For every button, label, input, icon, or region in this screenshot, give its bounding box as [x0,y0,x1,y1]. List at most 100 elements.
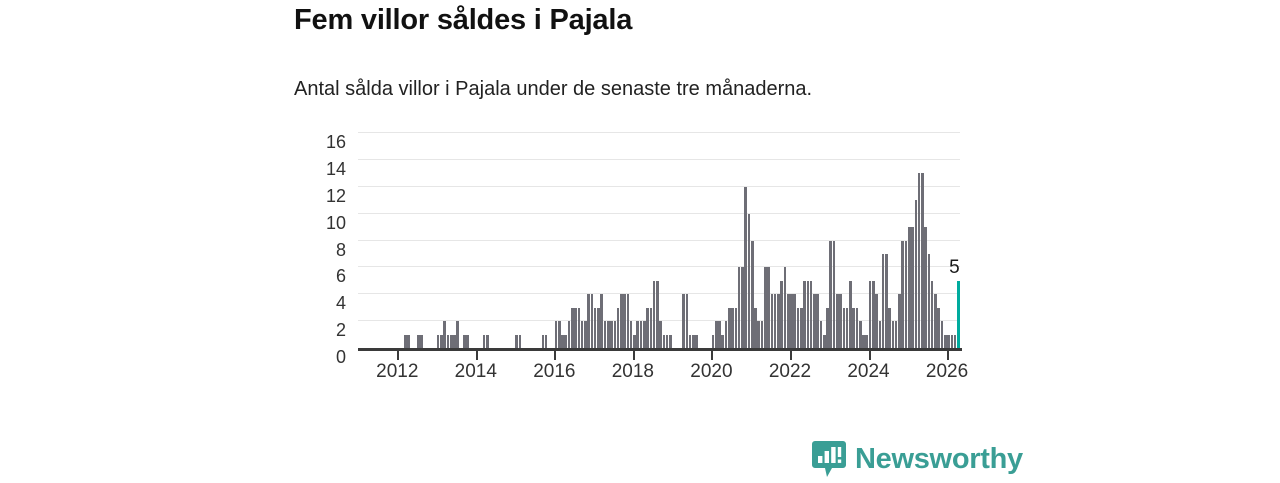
bar[interactable] [803,280,806,348]
bar[interactable] [456,321,460,348]
bar[interactable] [685,294,689,348]
bar[interactable] [682,294,685,348]
bar[interactable] [567,321,571,348]
bar[interactable] [711,334,715,348]
bar[interactable] [485,334,489,348]
bar[interactable] [871,280,875,348]
bar[interactable] [855,307,859,348]
bar[interactable] [718,321,721,348]
bar[interactable] [862,334,865,348]
bar[interactable] [616,307,620,348]
bar[interactable] [865,334,869,348]
bar[interactable] [741,267,744,348]
bar[interactable] [796,307,800,348]
bar[interactable] [849,280,852,348]
bar[interactable] [420,334,424,348]
bar[interactable] [901,240,905,348]
bar[interactable] [613,321,617,348]
bar[interactable] [603,321,607,348]
bar[interactable] [656,280,659,348]
bar[interactable] [767,267,770,348]
bar[interactable] [584,321,587,348]
bar[interactable] [881,253,885,348]
bar[interactable] [790,294,793,348]
bar[interactable] [747,213,751,348]
bar[interactable] [839,294,842,348]
bar[interactable] [561,334,564,348]
bar[interactable] [780,280,783,348]
bar[interactable] [600,294,604,348]
bar[interactable] [907,227,911,348]
bar[interactable] [764,267,767,348]
bar[interactable] [440,334,443,348]
bar[interactable] [557,321,561,348]
bar[interactable] [737,267,741,348]
bar[interactable] [757,321,761,348]
bar[interactable] [904,240,908,348]
bar[interactable] [574,307,577,348]
bar[interactable] [564,334,568,348]
bar[interactable] [515,334,518,348]
bar[interactable] [760,321,764,348]
bar[interactable] [652,280,656,348]
bar[interactable] [875,294,878,348]
bar[interactable] [544,334,548,348]
bar[interactable] [482,334,486,348]
bar[interactable] [636,321,640,348]
bar[interactable] [688,334,692,348]
bar[interactable] [721,334,725,348]
bar[interactable] [669,334,672,348]
bar[interactable] [950,334,954,348]
bar[interactable] [953,334,957,348]
bar[interactable] [728,307,731,348]
bar[interactable] [446,334,450,348]
bar[interactable] [646,307,649,348]
bar[interactable] [921,173,924,348]
bar[interactable] [940,321,944,348]
bar[interactable] [924,227,927,348]
bar[interactable] [407,334,410,348]
bar[interactable] [695,334,698,348]
bar[interactable] [620,294,623,348]
bar[interactable] [930,280,934,348]
bar[interactable] [852,307,855,348]
bar[interactable] [777,294,780,348]
bar[interactable] [626,294,630,348]
bar[interactable] [731,307,734,348]
bar[interactable] [806,280,810,348]
bar[interactable] [793,294,797,348]
bar[interactable] [786,294,790,348]
bar[interactable] [888,307,891,348]
bar[interactable] [934,294,937,348]
bar[interactable] [822,334,826,348]
bar[interactable] [750,240,754,348]
bar[interactable] [466,334,469,348]
bar[interactable] [826,307,829,348]
bar[interactable] [894,321,898,348]
bar[interactable] [580,321,584,348]
bar[interactable] [858,321,862,348]
bar[interactable] [800,307,803,348]
bar[interactable] [554,321,558,348]
bar[interactable] [692,334,695,348]
bar[interactable] [662,334,666,348]
bar[interactable] [891,321,895,348]
newsworthy-logo[interactable]: Newsworthy [812,440,1023,478]
bar[interactable] [642,321,646,348]
bar[interactable] [744,186,747,348]
bar[interactable] [947,334,950,348]
bar[interactable] [610,321,613,348]
bar[interactable] [754,307,757,348]
bar[interactable] [819,321,823,348]
bar[interactable] [463,334,466,348]
bar-highlighted[interactable] [957,280,960,348]
bar[interactable] [724,321,728,348]
bar[interactable] [783,267,787,348]
bar[interactable] [577,307,581,348]
bar[interactable] [633,334,636,348]
bar[interactable] [606,321,610,348]
bar[interactable] [404,334,407,348]
bar[interactable] [649,307,653,348]
bar[interactable] [937,307,941,348]
bar[interactable] [885,253,888,348]
